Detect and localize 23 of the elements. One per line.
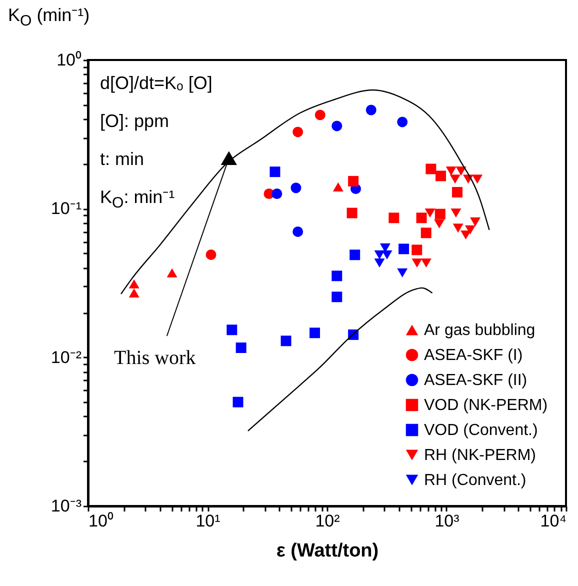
legend-label: Ar gas bubbling xyxy=(424,322,536,339)
x-tick-label: 10⁴ xyxy=(540,512,566,530)
legend-label: ASEA-SKF (I) xyxy=(424,347,523,364)
annotation: t: min xyxy=(100,149,144,169)
legend-label: VOD (NK-PERM) xyxy=(424,397,548,414)
y-tick-label: 10⁻¹ xyxy=(50,199,82,218)
x-tick-label: 10¹ xyxy=(196,512,221,530)
x-tick-label: 10³ xyxy=(434,512,460,530)
annotation: K$_{O}$: min⁻¹ xyxy=(100,187,175,212)
x-tick-label: 10⁰ xyxy=(88,512,114,530)
annotation: [O]: ppm xyxy=(100,111,170,131)
y-axis-title: K$_{O}$ (min⁻¹) xyxy=(8,5,90,30)
legend-label: RH (NK-PERM) xyxy=(424,447,536,464)
x-tick-label: 10² xyxy=(315,512,340,530)
x-axis-title: ε (Watt/ton) xyxy=(276,540,379,562)
legend-label: RH (Convent.) xyxy=(424,472,526,489)
annotation: d[O]/dt=Kₒ [O] xyxy=(100,73,212,93)
y-tick-label: 10⁻² xyxy=(50,348,82,367)
annotation: This work xyxy=(114,347,196,370)
y-tick-label: 10⁰ xyxy=(56,50,82,70)
y-tick-label: 10⁻³ xyxy=(50,496,82,516)
legend-label: ASEA-SKF (II) xyxy=(424,372,528,389)
legend-label: VOD (Convent.) xyxy=(424,422,538,439)
